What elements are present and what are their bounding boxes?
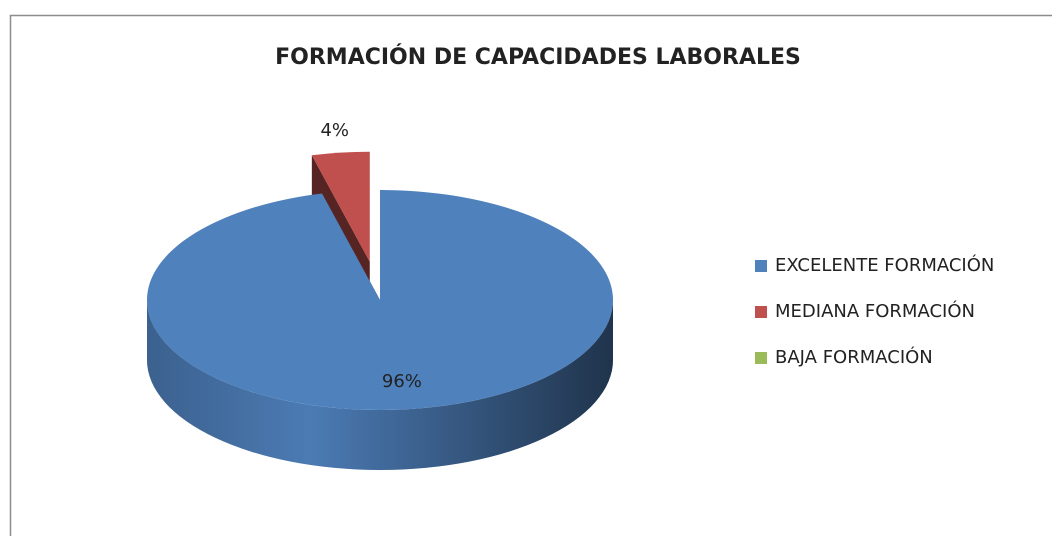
legend-swatch (755, 306, 767, 318)
legend-swatch (755, 260, 767, 272)
value-label: 96% (382, 371, 422, 392)
chart-border (9, 14, 1052, 536)
slice (147, 190, 614, 410)
chart-title: FORMACIÓN DE CAPACIDADES LABORALES (275, 44, 801, 70)
legend-label: BAJA FORMACIÓN (775, 346, 933, 368)
legend-label: EXCELENTE FORMACIÓN (775, 254, 994, 276)
slice (311, 151, 370, 262)
legend-label: MEDIANA FORMACIÓN (775, 300, 975, 322)
legend-swatch (755, 352, 767, 364)
value-label: 4% (320, 120, 349, 141)
slice-side-shade (147, 300, 613, 470)
